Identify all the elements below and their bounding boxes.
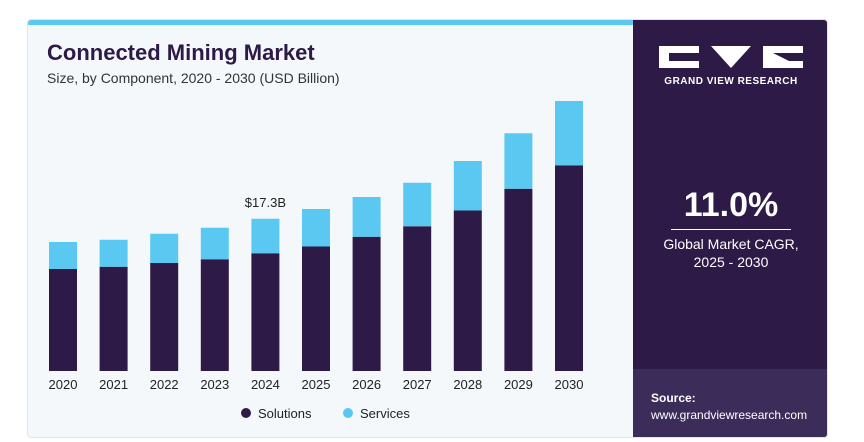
legend-label-services: Services <box>360 406 410 421</box>
cagr-label: Global Market CAGR, 2025 - 2030 <box>633 235 827 271</box>
bar-solutions-2030 <box>555 165 583 371</box>
x-tick-label: 2030 <box>555 377 584 392</box>
data-label-2024: $17.3B <box>245 195 286 210</box>
bar-solutions-2020 <box>49 269 77 371</box>
cagr-label-line2: 2025 - 2030 <box>693 254 769 270</box>
chart-subtitle: Size, by Component, 2020 - 2030 (USD Bil… <box>47 70 340 86</box>
legend-label-solutions: Solutions <box>258 406 312 421</box>
bar-solutions-2021 <box>99 266 128 371</box>
cagr-value: 11.0% <box>683 186 779 224</box>
cagr-divider <box>671 229 791 230</box>
bar-services-2021 <box>99 239 128 267</box>
x-tick-label: 2029 <box>504 377 533 392</box>
bar-services-2027 <box>403 182 432 227</box>
source-label: Source: <box>651 391 696 405</box>
bar-solutions-2029 <box>504 188 533 371</box>
x-tick-label: 2028 <box>453 377 482 392</box>
cagr-label-line1: Global Market CAGR, <box>663 236 799 252</box>
x-tick-label: 2025 <box>302 377 331 392</box>
bar-services-2029 <box>504 133 533 189</box>
bar-services-2022 <box>150 233 179 263</box>
bar-services-2024 <box>251 218 280 254</box>
x-tick-label: 2024 <box>251 377 280 392</box>
x-tick-label: 2023 <box>200 377 229 392</box>
x-tick-label: 2021 <box>99 377 128 392</box>
legend-marker-services <box>343 408 353 418</box>
bar-services-2025 <box>302 209 330 247</box>
bar-solutions-2022 <box>150 263 179 371</box>
panel-footer-band <box>633 369 827 437</box>
bar-services-2020 <box>49 242 77 269</box>
x-tick-label: 2026 <box>352 377 381 392</box>
bar-solutions-2025 <box>302 246 330 371</box>
bar-services-2026 <box>352 197 381 237</box>
bar-solutions-2026 <box>352 236 381 371</box>
bar-services-2030 <box>555 101 583 166</box>
x-tick-label: 2020 <box>49 377 78 392</box>
brand-name: GRAND VIEW RESEARCH <box>664 76 798 87</box>
x-tick-label: 2022 <box>150 377 179 392</box>
chart-title: Connected Mining Market <box>47 40 315 65</box>
bar-solutions-2027 <box>403 226 432 371</box>
accent-bar <box>28 20 633 25</box>
bar-services-2023 <box>200 227 229 260</box>
bar-solutions-2023 <box>200 259 229 371</box>
legend-marker-solutions <box>241 408 251 418</box>
grand-view-research-logo <box>659 46 803 68</box>
chart-card: Connected Mining Market Size, by Compone… <box>27 19 828 438</box>
bar-solutions-2024 <box>251 253 280 371</box>
info-panel: GRAND VIEW RESEARCH 11.0% Global Market … <box>633 20 827 437</box>
bar-chart: 2020 2021 2022 2023 2024 $17.3B 2025 2026 2027 20… <box>49 101 584 421</box>
bar-solutions-2028 <box>453 210 482 371</box>
source-url: www.grandviewresearch.com <box>651 408 808 422</box>
x-tick-label: 2027 <box>403 377 432 392</box>
bar-services-2028 <box>453 161 482 211</box>
